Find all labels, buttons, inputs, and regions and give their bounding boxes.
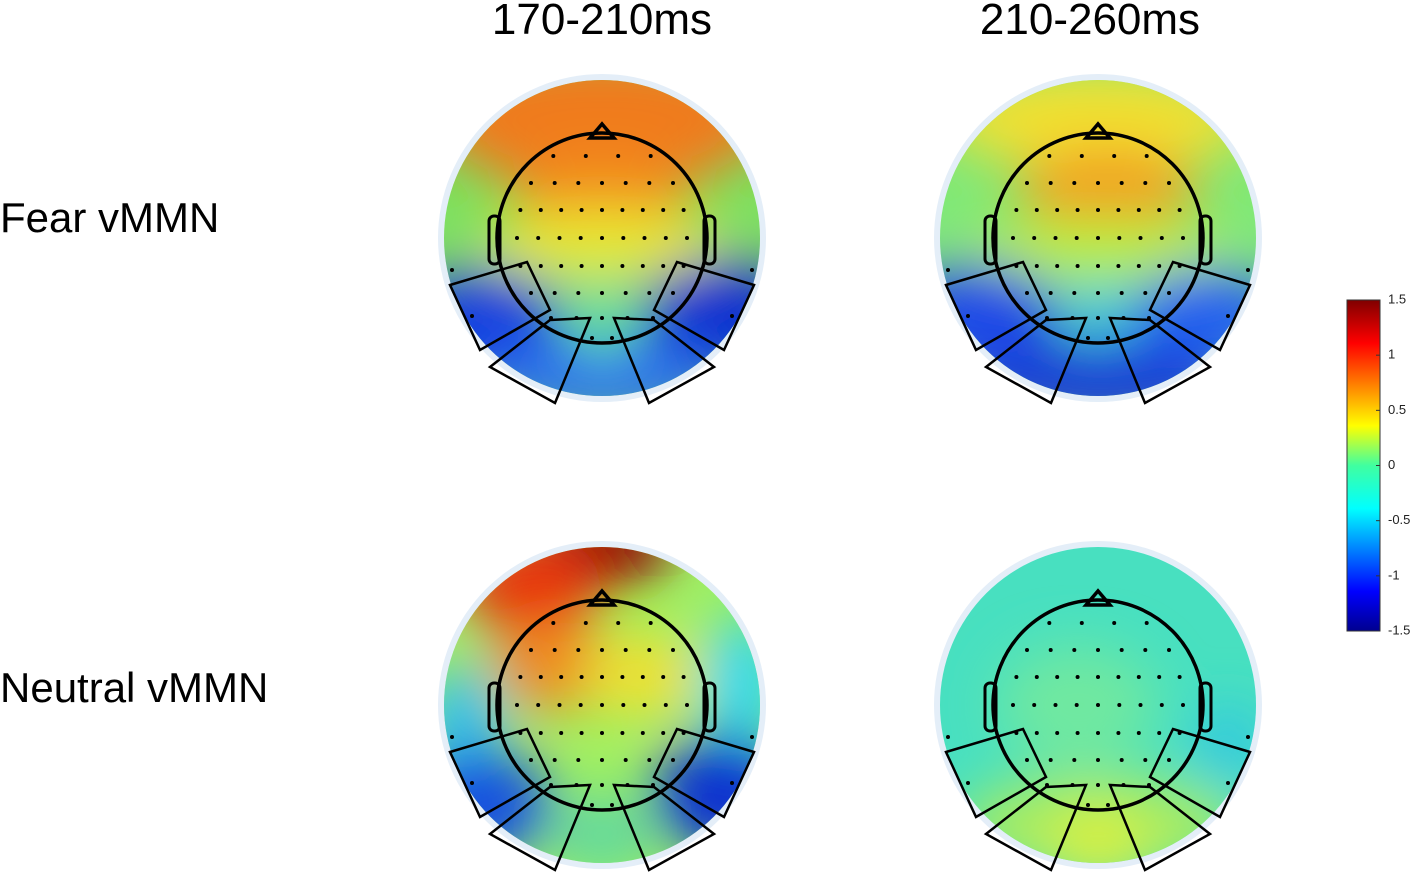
topomap — [934, 541, 1262, 872]
colorbar-tick-label: 0 — [1388, 457, 1395, 472]
colorbar-ticks: -1.5 -1 -0.5 0 0.5 1 1.5 — [1376, 291, 1410, 637]
topomap — [934, 74, 1262, 405]
colorbar-tick-label: 1.5 — [1388, 291, 1406, 306]
colorbar-tick-label: -1 — [1388, 567, 1400, 582]
colorbar-tick-label: -1.5 — [1388, 622, 1410, 637]
row-label: Fear vMMN — [0, 194, 219, 241]
column-title: 170-210ms — [492, 0, 712, 44]
colorbar-tick-label: -0.5 — [1388, 512, 1410, 527]
column-title: 210-260ms — [980, 0, 1200, 44]
row-label: Neutral vMMN — [0, 664, 268, 711]
topomap — [438, 74, 766, 405]
colorbar-tick-label: 1 — [1388, 347, 1395, 362]
colorbar-tick-label: 0.5 — [1388, 402, 1406, 417]
colorbar — [1346, 299, 1381, 632]
topomap — [438, 541, 766, 872]
